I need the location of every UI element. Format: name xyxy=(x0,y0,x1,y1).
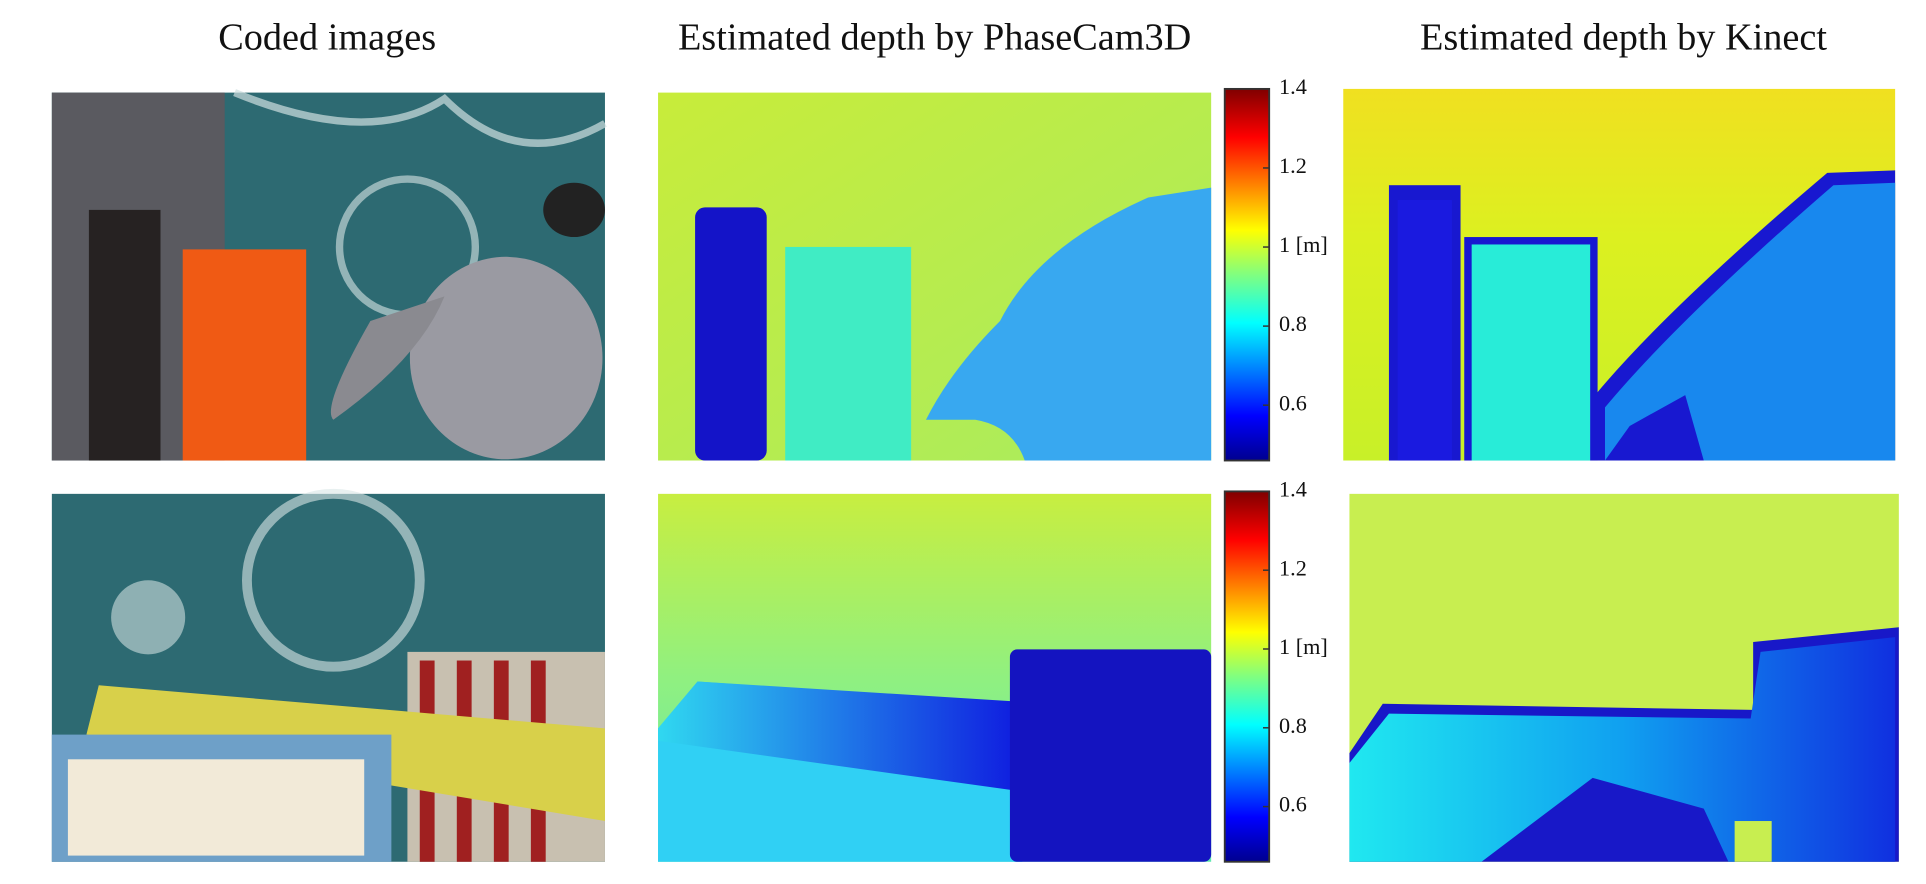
colorbar-tick-label: 1 [m] xyxy=(1279,232,1328,257)
colorbar-tick-label: 1.2 xyxy=(1279,153,1307,178)
kinect-map-1 xyxy=(1343,88,1896,461)
titles: Coded images Estimated depth by PhaseCam… xyxy=(218,16,1827,58)
colorbar-tick-label: 0.8 xyxy=(1279,311,1307,336)
coded-image-1 xyxy=(51,89,607,461)
colorbar-tick-label: 0.8 xyxy=(1279,713,1307,738)
colorbar-tick-label: 0.6 xyxy=(1279,390,1307,415)
colorbar-tick-label: 1 [m] xyxy=(1279,634,1328,659)
depth-map-1 xyxy=(658,92,1212,461)
column-title: Estimated depth by Kinect xyxy=(1420,16,1827,58)
colorbars: 1.4 1.2 1 [m] 0.8 0.6 1.4 1.2 1 [m] 0.8 0.6 xyxy=(1223,74,1328,863)
coded-image-2 xyxy=(51,488,605,862)
column-title: Estimated depth by PhaseCam3D xyxy=(678,16,1191,58)
colorbar-tick-label: 0.6 xyxy=(1279,792,1307,817)
colorbar xyxy=(1223,490,1271,863)
colorbar xyxy=(1223,87,1271,462)
colorbar-tick-label: 1.4 xyxy=(1279,476,1307,501)
column-title: Coded images xyxy=(218,16,436,58)
kinect-map-2 xyxy=(1349,493,1899,862)
colorbar-tick-label: 1.4 xyxy=(1279,74,1307,99)
colorbar-tick-label: 1.2 xyxy=(1279,555,1307,580)
depth-map-2 xyxy=(658,493,1212,862)
